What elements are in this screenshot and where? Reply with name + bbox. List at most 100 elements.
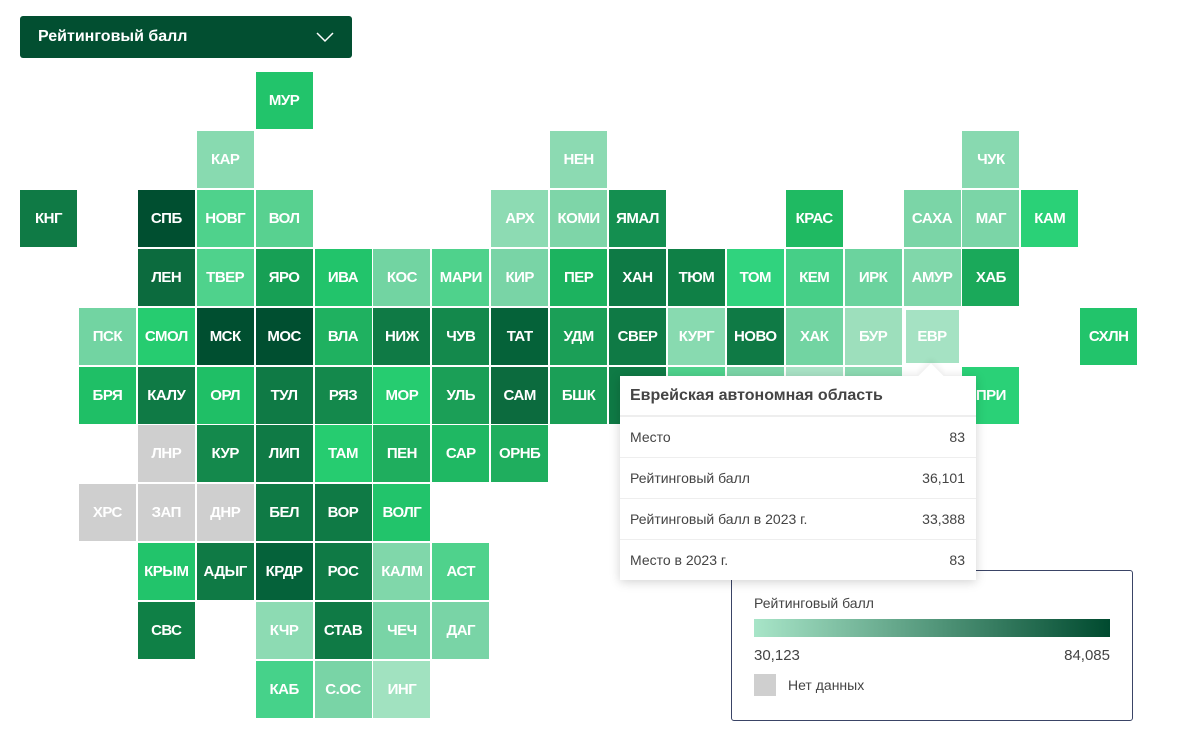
region-tile[interactable]: ЛИП: [255, 425, 313, 483]
region-tile[interactable]: БУР: [844, 307, 902, 365]
region-tile[interactable]: ПСК: [78, 307, 136, 365]
region-tile[interactable]: НОВО: [726, 307, 784, 365]
tooltip-label: Место: [630, 429, 671, 445]
region-tile[interactable]: ДНР: [196, 484, 254, 542]
region-tile[interactable]: ЗАП: [137, 484, 195, 542]
tooltip-value: 83: [949, 552, 965, 568]
region-tile[interactable]: ВОЛГ: [373, 484, 431, 542]
region-tile[interactable]: БШК: [550, 366, 608, 424]
no-data-swatch: [754, 674, 776, 696]
region-tile[interactable]: ЛНР: [137, 425, 195, 483]
region-tile[interactable]: КОМИ: [550, 189, 608, 247]
region-tile[interactable]: СПБ: [137, 189, 195, 247]
region-tile[interactable]: МУР: [255, 72, 313, 129]
region-tile[interactable]: ДАГ: [432, 602, 490, 660]
region-tile[interactable]: КАБ: [255, 661, 313, 718]
region-tile[interactable]: МОР: [373, 366, 431, 424]
region-tile[interactable]: ОРЛ: [196, 366, 254, 424]
region-tile[interactable]: ЛЕН: [137, 248, 195, 306]
region-tile[interactable]: ИВА: [314, 248, 372, 306]
region-tile[interactable]: ХРС: [78, 484, 136, 542]
region-tile[interactable]: ЧЕЧ: [373, 602, 431, 660]
region-tile[interactable]: РЯЗ: [314, 366, 372, 424]
region-tile[interactable]: ТВЕР: [196, 248, 254, 306]
tooltip-value: 33,388: [922, 511, 965, 527]
region-tile[interactable]: ТАТ: [491, 307, 549, 365]
region-tile[interactable]: ПЕН: [373, 425, 431, 483]
chevron-down-icon: [316, 32, 334, 43]
region-tile[interactable]: АДЫГ: [196, 543, 254, 601]
region-tile[interactable]: ЧУК: [962, 130, 1020, 188]
region-tile[interactable]: УДМ: [550, 307, 608, 365]
region-tile[interactable]: НЕН: [550, 130, 608, 188]
region-tile[interactable]: ЯРО: [255, 248, 313, 306]
tooltip-title: Еврейская автономная область: [620, 376, 976, 417]
region-tile[interactable]: КЕМ: [785, 248, 843, 306]
region-tile[interactable]: КИР: [491, 248, 549, 306]
region-tile[interactable]: КАМ: [1021, 189, 1079, 247]
region-tile[interactable]: ИРК: [844, 248, 902, 306]
region-tile[interactable]: НИЖ: [373, 307, 431, 365]
region-tile[interactable]: ХАК: [785, 307, 843, 365]
region-tile[interactable]: ЕВР: [905, 309, 959, 363]
region-tile[interactable]: КУРГ: [667, 307, 725, 365]
region-tile[interactable]: УЛЬ: [432, 366, 490, 424]
region-tile[interactable]: АРХ: [491, 189, 549, 247]
region-tile[interactable]: КАЛМ: [373, 543, 431, 601]
region-tile[interactable]: ИНГ: [373, 661, 431, 718]
region-tile[interactable]: СХЛН: [1080, 307, 1138, 365]
region-tile[interactable]: БРЯ: [78, 366, 136, 424]
region-tile[interactable]: КОС: [373, 248, 431, 306]
region-tile[interactable]: СМОЛ: [137, 307, 195, 365]
region-tile[interactable]: ЧУВ: [432, 307, 490, 365]
region-tooltip: Еврейская автономная область Место 83 Рей…: [620, 376, 976, 580]
region-tile[interactable]: МАГ: [962, 189, 1020, 247]
region-tile[interactable]: ЯМАЛ: [609, 189, 666, 247]
tooltip-label: Место в 2023 г.: [630, 552, 729, 568]
region-tile[interactable]: РОС: [314, 543, 372, 601]
color-legend: Рейтинговый балл 30,123 84,085 Нет данных: [731, 570, 1133, 721]
indicator-select-value: Рейтинговый балл: [38, 28, 188, 45]
region-tile[interactable]: ТЮМ: [667, 248, 725, 306]
region-tile[interactable]: БЕЛ: [255, 484, 313, 542]
region-tile[interactable]: С.ОС: [314, 661, 372, 718]
region-tile[interactable]: НОВГ: [196, 189, 254, 247]
region-tile[interactable]: МАРИ: [432, 248, 490, 306]
region-tile[interactable]: СВС: [137, 602, 195, 660]
region-tile[interactable]: АМУР: [903, 248, 961, 306]
region-tile[interactable]: АСТ: [432, 543, 490, 601]
region-tile[interactable]: ХАН: [609, 248, 666, 306]
region-tile[interactable]: САР: [432, 425, 490, 483]
region-tile[interactable]: ВОЛ: [255, 189, 313, 247]
tooltip-row: Место в 2023 г. 83: [620, 540, 976, 580]
region-tile[interactable]: ПЕР: [550, 248, 608, 306]
region-tile[interactable]: ВЛА: [314, 307, 372, 365]
no-data-label: Нет данных: [788, 677, 865, 693]
region-tile[interactable]: ТУЛ: [255, 366, 313, 424]
region-tile[interactable]: КАЛУ: [137, 366, 195, 424]
region-tile[interactable]: МОС: [255, 307, 313, 365]
region-tile[interactable]: МСК: [196, 307, 254, 365]
tooltip-row: Рейтинговый балл 36,101: [620, 458, 976, 499]
region-tile[interactable]: САМ: [491, 366, 549, 424]
region-tile[interactable]: САХА: [903, 189, 961, 247]
region-tile[interactable]: КРДР: [255, 543, 313, 601]
region-tile[interactable]: СВЕР: [609, 307, 666, 365]
region-tile[interactable]: ОРНБ: [491, 425, 549, 483]
region-tile[interactable]: КАР: [196, 130, 254, 188]
region-tile[interactable]: СТАВ: [314, 602, 372, 660]
region-tile[interactable]: ВОР: [314, 484, 372, 542]
region-tile[interactable]: КУР: [196, 425, 254, 483]
indicator-select[interactable]: Рейтинговый балл: [20, 16, 352, 58]
region-tile[interactable]: ТОМ: [726, 248, 784, 306]
legend-gradient-bar: [754, 619, 1110, 637]
region-tile[interactable]: КРАС: [785, 189, 843, 247]
region-tile[interactable]: ХАБ: [962, 248, 1020, 306]
region-tile[interactable]: КЧР: [255, 602, 313, 660]
tooltip-label: Рейтинговый балл в 2023 г.: [630, 511, 808, 527]
tooltip-label: Рейтинговый балл: [630, 470, 750, 486]
region-tile[interactable]: КНГ: [20, 189, 77, 247]
region-tile[interactable]: ТАМ: [314, 425, 372, 483]
tooltip-value: 83: [949, 429, 965, 445]
region-tile[interactable]: КРЫМ: [137, 543, 195, 601]
